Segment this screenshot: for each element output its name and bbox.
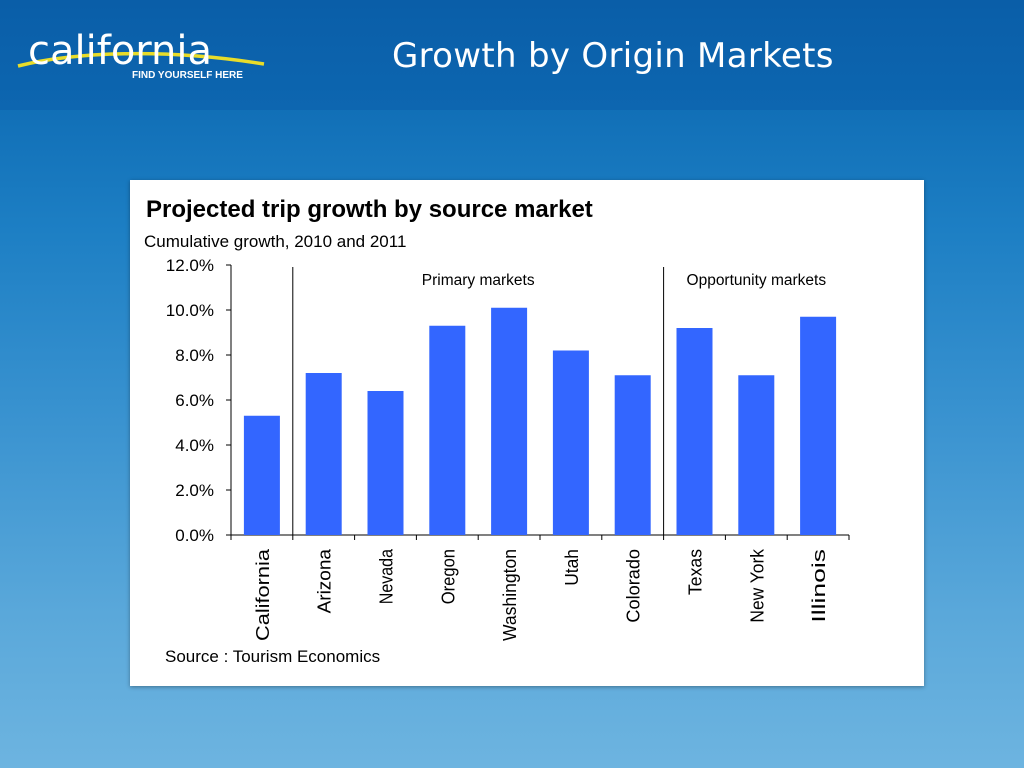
bar-california [243, 415, 280, 535]
y-tick-label: 6.0% [175, 391, 214, 410]
x-tick-label: Nevada [377, 548, 397, 604]
x-tick-label: Washington [500, 549, 520, 641]
x-tick-label: Colorado [624, 549, 644, 623]
x-tick-label: Arizona [315, 548, 335, 613]
x-tick-label: Oregon [438, 549, 458, 604]
bar-new-york [738, 375, 775, 535]
y-tick-label: 8.0% [175, 346, 214, 365]
market-groups: Primary markets Opportunity markets [292, 267, 827, 535]
slide-title: Growth by Origin Markets [392, 36, 834, 76]
y-tick-label: 2.0% [175, 481, 214, 500]
california-logo: california FIND YOURSELF HERE [14, 18, 274, 90]
bar-oregon [429, 325, 466, 535]
logo-swoosh [17, 51, 265, 68]
bar-nevada [367, 391, 404, 535]
logo-wordmark: california [28, 28, 212, 74]
bar-texas [676, 328, 713, 535]
bar-illinois [800, 316, 837, 535]
chart-bars [243, 307, 837, 535]
y-tick-label: 10.0% [166, 301, 214, 320]
group-label: Opportunity markets [687, 272, 827, 289]
chart-panel: Projected trip growth by source market C… [130, 180, 924, 686]
bar-colorado [614, 375, 651, 535]
y-tick-label: 12.0% [166, 256, 214, 275]
bar-washington [491, 307, 528, 535]
x-tick-label: Illinois [809, 549, 829, 623]
y-tick-label: 4.0% [175, 436, 214, 455]
bar-chart: Projected trip growth by source market C… [144, 196, 850, 666]
y-tick-label: 0.0% [175, 526, 214, 545]
chart-title: Projected trip growth by source market [146, 196, 593, 223]
x-tick-label: California [253, 548, 273, 641]
logo-tagline: FIND YOURSELF HERE [132, 70, 243, 81]
group-label: Primary markets [422, 272, 535, 289]
bar-arizona [305, 373, 342, 535]
y-tick-labels: 0.0% 2.0% 4.0% 6.0% 8.0% 10.0% 12.0% [166, 256, 214, 545]
chart-subtitle: Cumulative growth, 2010 and 2011 [144, 232, 406, 251]
x-tick-labels: California Arizona Nevada Oregon Washington U… [253, 548, 829, 641]
chart-source: Source : Tourism Economics [165, 647, 380, 666]
bar-utah [552, 350, 589, 535]
x-tick-label: Utah [562, 549, 582, 586]
x-tick-label: Texas [686, 549, 706, 595]
x-tick-label: New York [747, 548, 767, 623]
